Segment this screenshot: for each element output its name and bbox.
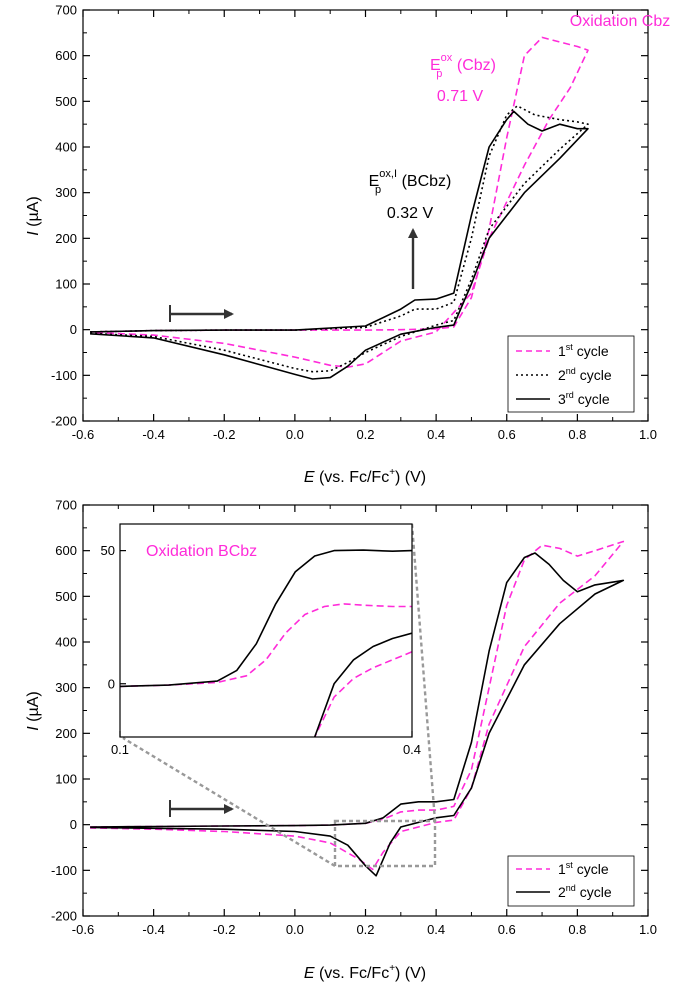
x-tick-label: -0.6 bbox=[72, 427, 94, 442]
x-tick-label: -0.2 bbox=[213, 922, 235, 937]
bottom-legend-label-2: 2nd cycle bbox=[558, 883, 612, 900]
oxidation-cbz-annotation: Oxidation Cbz bbox=[570, 13, 671, 30]
y-tick-label: 600 bbox=[55, 543, 77, 558]
y-tick-label: 0 bbox=[70, 817, 77, 832]
top-legend-label-1: 1st cycle bbox=[558, 342, 609, 359]
x-tick-label: 0.8 bbox=[568, 922, 586, 937]
top-legend-label-3: 3rd cycle bbox=[558, 390, 610, 407]
y-tick-label: -200 bbox=[51, 909, 77, 924]
y-tick-label: 500 bbox=[55, 589, 77, 604]
inset-series-line-2-forward bbox=[120, 549, 412, 688]
y-tick-label: -100 bbox=[51, 368, 77, 383]
inset-title: Oxidation BCbz bbox=[146, 543, 257, 560]
x-tick-label: 0.6 bbox=[498, 922, 516, 937]
bottom-x-axis-label: E (vs. Fc/Fc+) (V) bbox=[304, 963, 426, 982]
series-line-1 bbox=[90, 36, 589, 368]
top-legend: 1st cycle 2nd cycle 3rd cycle bbox=[507, 335, 635, 413]
y-tick-label: 100 bbox=[55, 772, 77, 787]
x-tick-label: 0.2 bbox=[356, 427, 374, 442]
inset-y-tick-label: 0 bbox=[108, 676, 115, 691]
bottom-legend: 1st cycle 2nd cycle bbox=[507, 855, 635, 907]
bottom-plot-frame bbox=[82, 504, 649, 917]
bcbz-peak-annotation: Eox,I p (BCbz) bbox=[369, 168, 452, 196]
top-chart: -0.6 -0.4 -0.2 0.0 0.2 0.4 0.6 0.8 1.0 -200 -100 0 1… bbox=[25, 3, 670, 487]
series-line-2 bbox=[90, 105, 589, 373]
y-tick-label: 600 bbox=[55, 48, 77, 63]
y-tick-label: -100 bbox=[51, 863, 77, 878]
y-tick-label: 700 bbox=[55, 3, 77, 18]
zoom-connector-upper bbox=[410, 523, 437, 822]
bottom-legend-label-1: 1st cycle bbox=[558, 860, 609, 877]
y-tick-label: 400 bbox=[55, 140, 77, 155]
inset-x-tick-label: 0.1 bbox=[111, 742, 129, 757]
x-tick-label: -0.4 bbox=[142, 427, 164, 442]
y-tick-label: 300 bbox=[55, 185, 77, 200]
series-line-2 bbox=[90, 552, 625, 877]
x-tick-label: 0.4 bbox=[427, 427, 445, 442]
x-tick-label: 0.2 bbox=[356, 922, 374, 937]
x-tick-label: 0.6 bbox=[498, 427, 516, 442]
x-tick-label: 0.8 bbox=[568, 427, 586, 442]
inset-series-line-2-reverse bbox=[313, 632, 412, 737]
x-tick-label: 0.0 bbox=[286, 427, 304, 442]
inset-chart: 0.1 0.4 0 50 Oxidation BCbz bbox=[101, 523, 421, 757]
x-tick-label: 0.4 bbox=[427, 922, 445, 937]
top-plot-frame bbox=[82, 9, 649, 422]
x-tick-label: -0.4 bbox=[142, 922, 164, 937]
x-tick-label: -0.2 bbox=[213, 427, 235, 442]
y-tick-label: 500 bbox=[55, 94, 77, 109]
top-y-axis-label: I (µA) bbox=[25, 196, 42, 235]
cbz-peak-value: 0.71 V bbox=[437, 88, 484, 105]
inset-series-line-1-forward bbox=[120, 603, 412, 688]
y-tick-label: 400 bbox=[55, 635, 77, 650]
inset-series-line-1-reverse bbox=[313, 651, 412, 737]
inset-frame bbox=[119, 523, 413, 738]
x-tick-label: 1.0 bbox=[639, 427, 657, 442]
y-tick-label: 200 bbox=[55, 231, 77, 246]
y-tick-label: 100 bbox=[55, 277, 77, 292]
y-tick-label: 200 bbox=[55, 726, 77, 741]
y-tick-label: 700 bbox=[55, 498, 77, 513]
bcbz-peak-value: 0.32 V bbox=[387, 205, 434, 222]
y-tick-label: 0 bbox=[70, 322, 77, 337]
y-tick-label: 300 bbox=[55, 680, 77, 695]
cbz-peak-annotation: Eox p (Cbz) bbox=[430, 52, 496, 80]
zoom-region-box bbox=[333, 819, 437, 868]
bottom-legend-box bbox=[507, 855, 635, 907]
bottom-y-axis-label: I (µA) bbox=[25, 691, 42, 730]
inset-y-tick-label: 50 bbox=[101, 543, 115, 558]
top-x-axis-label: E (vs. Fc/Fc+) (V) bbox=[304, 467, 426, 486]
top-legend-label-2: 2nd cycle bbox=[558, 366, 612, 383]
series-line-3 bbox=[90, 110, 589, 380]
x-tick-label: 1.0 bbox=[639, 922, 657, 937]
y-tick-label: -200 bbox=[51, 414, 77, 429]
bottom-chart: -0.6 -0.4 -0.2 0.0 0.2 0.4 0.6 0.8 1.0 -200 -100 0 1… bbox=[25, 498, 657, 983]
x-tick-label: -0.6 bbox=[72, 922, 94, 937]
inset-x-tick-label: 0.4 bbox=[403, 742, 421, 757]
zoom-connector-lower bbox=[122, 736, 336, 868]
x-tick-label: 0.0 bbox=[286, 922, 304, 937]
